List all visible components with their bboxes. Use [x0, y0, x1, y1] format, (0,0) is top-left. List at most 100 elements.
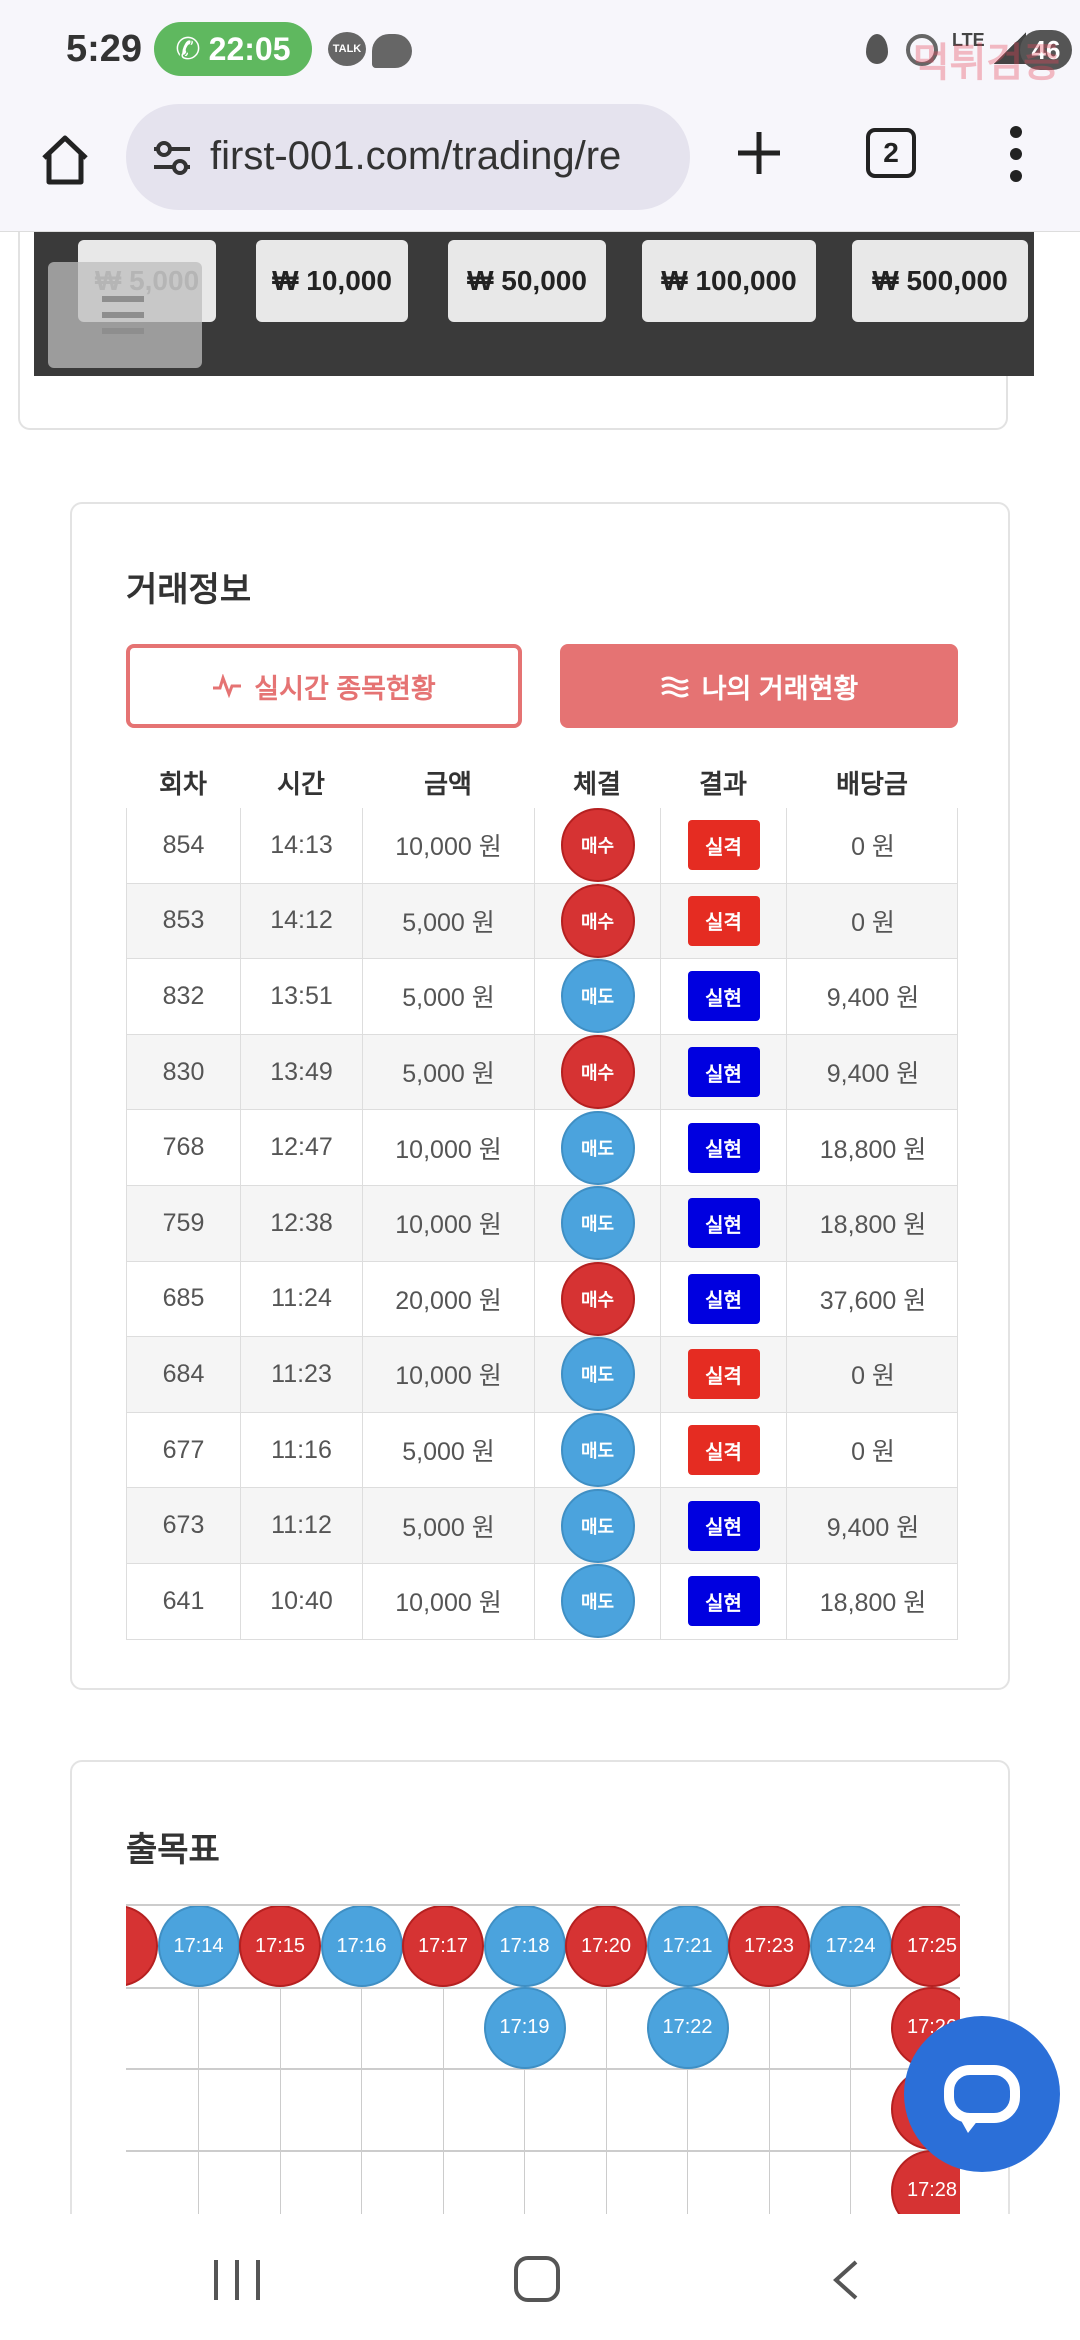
plus-icon[interactable] [734, 128, 784, 178]
url-bar[interactable]: first-001.com/trading/re [126, 104, 690, 210]
result-marker: 17:20 [565, 1906, 647, 1987]
cell-amount: 10,000 원 [363, 1110, 535, 1185]
cell-result: 실격 [661, 1337, 787, 1412]
result-win-badge: 실현 [687, 1047, 760, 1098]
table-row: 832 13:51 5,000 원 매도 실현 9,400 원 [126, 959, 958, 1035]
tab-my-trades[interactable]: 나의 거래현황 [560, 644, 958, 728]
cell-side: 매도 [535, 1110, 661, 1185]
result-marker [126, 1906, 158, 1987]
more-vert-icon[interactable] [1010, 126, 1024, 182]
cell-payout: 37,600 원 [819, 1286, 927, 1315]
result-win-badge: 실현 [687, 1576, 760, 1627]
status-icons: LTE 46 먹튀검증 [780, 26, 1080, 85]
cell-result: 실격 [661, 808, 787, 883]
result-win-badge: 실현 [687, 1198, 760, 1249]
cell-side: 매수 [535, 1034, 661, 1110]
chat-button[interactable] [904, 2016, 1060, 2172]
tab-my-trades-label: 나의 거래현황 [701, 673, 859, 704]
result-marker: 17:16 [320, 1906, 403, 1987]
waves-icon [660, 676, 689, 698]
cell-time: 11:16 [241, 1412, 363, 1488]
table-row: 677 11:16 5,000 원 매도 실격 0 원 [126, 1412, 958, 1489]
result-win-badge: 실현 [687, 1273, 760, 1324]
cell-round: 685 [127, 1261, 241, 1337]
sell-badge: 매도 [560, 1413, 635, 1488]
url-text[interactable]: first-001.com/trading/re [210, 134, 622, 178]
cell-side: 매도 [535, 1185, 661, 1261]
tab-realtime-status[interactable]: 실시간 종목현황 [126, 644, 522, 728]
cell-amount: 10,000 원 [363, 1185, 535, 1261]
call-indicator[interactable]: ✆ 22:05 [154, 22, 312, 76]
cell-amount: 5,000 원 [363, 1412, 535, 1488]
table-header: 회차 시간 금액 체결 결과 배당금 [126, 754, 958, 808]
result-marker: 17:14 [157, 1906, 240, 1987]
grid-line [605, 1906, 607, 2214]
cell-amount: 5,000 원 [363, 1488, 535, 1563]
cell-result: 실격 [661, 1412, 787, 1488]
cell-round: 641 [127, 1563, 241, 1639]
grid-line [126, 1986, 960, 1989]
cell-time: 11:24 [241, 1261, 363, 1337]
sell-badge: 매도 [560, 1337, 635, 1412]
result-marker: 17:18 [483, 1906, 566, 1987]
back-icon[interactable] [828, 2260, 864, 2300]
home-icon[interactable] [40, 132, 90, 188]
result-lose-badge: 실격 [687, 895, 760, 946]
nav-home-icon[interactable] [514, 2256, 560, 2302]
col-result: 결과 [699, 769, 747, 799]
grid-line [198, 1906, 200, 2214]
buy-badge: 매수 [560, 883, 635, 958]
bet-card: ₩ 5,000 ₩ 10,000 ₩ 50,000 ₩ 100,000 ₩ 50… [18, 232, 1034, 430]
table-row: 641 10:40 10,000 원 매도 실현 18,800 원 [126, 1563, 958, 1640]
result-marker: 17:25 [891, 1906, 960, 1987]
cell-time: 14:12 [241, 883, 363, 959]
cell-amount: 20,000 원 [363, 1261, 535, 1337]
location-icon [866, 34, 888, 64]
tabs-icon[interactable]: 2 [866, 128, 916, 178]
amount-button-100000[interactable]: ₩ 100,000 [642, 240, 816, 322]
sell-badge: 매도 [560, 1186, 635, 1261]
cell-time: 11:23 [241, 1337, 363, 1412]
table-row: 830 13:49 5,000 원 매수 실현 9,400 원 [126, 1034, 958, 1111]
col-side: 체결 [573, 769, 621, 799]
table-row: 853 14:12 5,000 원 매수 실격 0 원 [126, 883, 958, 960]
result-marker: 17:23 [728, 1906, 810, 1987]
table-row: 759 12:38 10,000 원 매도 실현 18,800 원 [126, 1185, 958, 1262]
cell-time: 14:13 [241, 808, 363, 883]
tune-icon[interactable] [152, 140, 192, 176]
cell-side: 매수 [535, 808, 661, 883]
amount-button-10000[interactable]: ₩ 10,000 [256, 240, 408, 322]
trade-table: 854 14:13 10,000 원 매수 실격 0 원 853 14:12 5,000 원 매수… [126, 808, 958, 1640]
hamburger-icon[interactable] [48, 262, 202, 368]
results-grid: 17:14 17:15 17:16 17:17 17:18 17:19 17:20 17:21… [126, 1904, 960, 2214]
cell-amount: 5,000 원 [363, 1034, 535, 1110]
cell-payout: 0 원 [851, 833, 895, 862]
cell-amount: 5,000 원 [363, 959, 535, 1034]
cell-payout: 18,800 원 [819, 1589, 927, 1618]
sell-badge: 매도 [560, 959, 635, 1034]
cell-amount: 10,000 원 [363, 1563, 535, 1639]
cell-payout: 18,800 원 [819, 1135, 927, 1164]
result-lose-badge: 실격 [687, 820, 760, 871]
col-round: 회차 [159, 769, 207, 799]
grid-line [126, 2068, 960, 2070]
cell-payout: 0 원 [851, 1362, 895, 1391]
kakaotalk-icon: TALK [328, 32, 366, 66]
col-payout: 배당금 [836, 769, 908, 799]
status-bar: 5:29 ✆ 22:05 TALK LTE 46 먹튀검증 [0, 0, 1080, 100]
status-time: 5:29 [66, 28, 143, 70]
recent-apps-icon[interactable] [214, 2260, 260, 2300]
result-win-badge: 실현 [687, 1500, 760, 1551]
cell-side: 매도 [535, 1488, 661, 1563]
table-row: 685 11:24 20,000 원 매수 실현 37,600 원 [126, 1261, 958, 1338]
cell-time: 13:49 [241, 1034, 363, 1110]
cell-amount: 10,000 원 [363, 1337, 535, 1412]
amount-button-50000[interactable]: ₩ 50,000 [448, 240, 606, 322]
amount-button-500000[interactable]: ₩ 500,000 [852, 240, 1028, 322]
cell-result: 실현 [661, 1488, 787, 1563]
grid-line [361, 1906, 363, 2214]
cell-round: 673 [127, 1488, 241, 1563]
tab-realtime-label: 실시간 종목현황 [254, 673, 436, 704]
result-lose-badge: 실격 [687, 1349, 760, 1400]
cell-payout: 18,800 원 [819, 1211, 927, 1240]
